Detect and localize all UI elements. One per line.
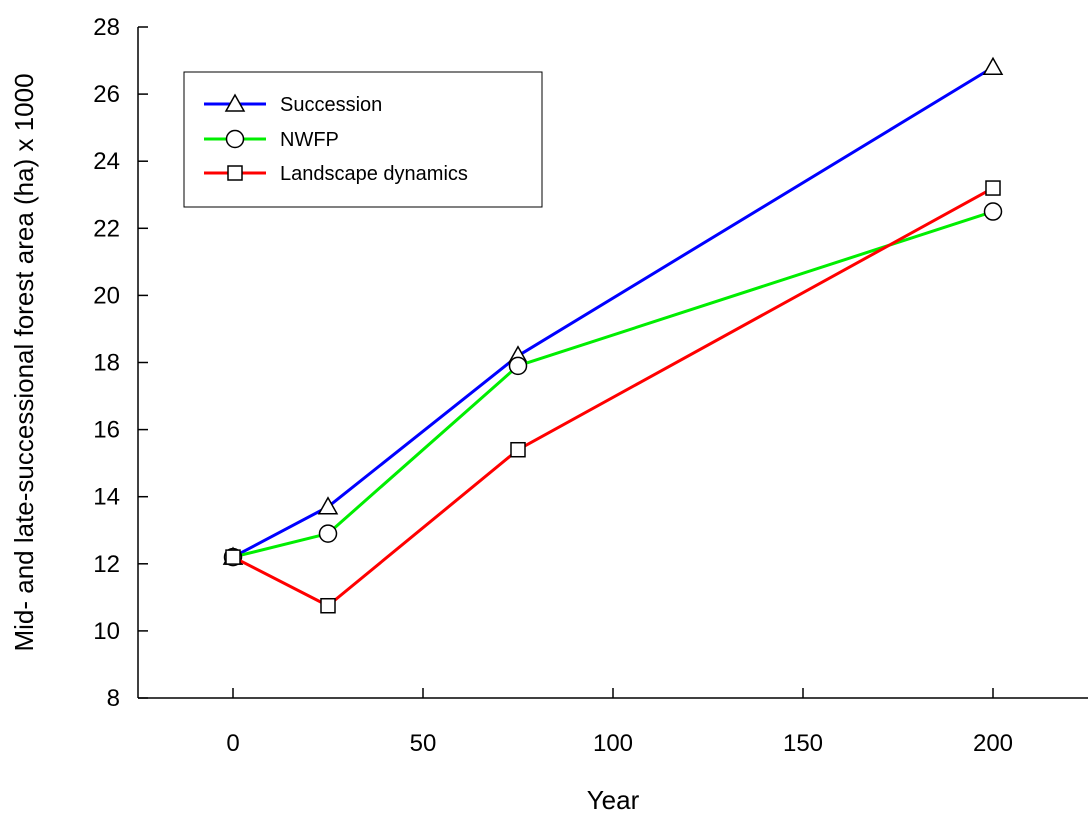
series-landscape-dynamics	[225, 180, 1001, 614]
circle-marker	[318, 524, 338, 543]
y-tick-label: 20	[93, 282, 120, 309]
y-axis-title: Mid- and late-successional forest area (…	[9, 73, 39, 651]
y-tick-label: 22	[93, 215, 120, 242]
y-tick-label: 18	[93, 350, 120, 377]
x-axis-title: Year	[587, 785, 640, 815]
x-tick-label: 0	[226, 730, 239, 757]
series-layer	[222, 56, 1004, 614]
square-marker	[510, 441, 526, 458]
triangle-marker	[317, 496, 339, 515]
triangle-marker	[224, 93, 246, 112]
y-tick-label: 8	[107, 685, 120, 712]
legend-label-nwfp: NWFP	[280, 129, 339, 151]
square-marker	[320, 597, 336, 614]
y-tick-label: 10	[93, 618, 120, 645]
y-tick-label: 14	[93, 484, 120, 511]
series-line-landscape-dynamics	[232, 186, 994, 608]
x-axis-ticks: 0 50 100 150 200	[226, 688, 1013, 757]
y-tick-label: 26	[93, 81, 120, 108]
x-tick-label: 50	[410, 730, 437, 757]
circle-marker	[983, 202, 1003, 221]
series-line-succession	[232, 65, 994, 559]
y-tick-label: 28	[93, 14, 120, 41]
y-axis-ticks: 8 10 12 14 16 18 20 22 24 26 28	[93, 14, 148, 712]
legend: Succession NWFP Landscape dynamics	[183, 71, 543, 208]
circle-marker	[508, 356, 528, 376]
y-tick-label: 12	[93, 551, 120, 578]
circle-marker	[225, 129, 245, 149]
square-marker	[225, 549, 241, 565]
legend-label-succession: Succession	[280, 94, 382, 116]
series-nwfp	[223, 202, 1003, 567]
y-tick-label: 24	[93, 148, 120, 175]
series-line-nwfp	[232, 210, 994, 559]
y-tick-label: 16	[93, 417, 120, 444]
x-tick-label: 100	[593, 730, 633, 757]
square-marker	[227, 165, 243, 181]
square-marker	[985, 180, 1001, 196]
triangle-marker	[982, 56, 1004, 76]
legend-label-landscape-dynamics: Landscape dynamics	[280, 163, 468, 185]
x-tick-label: 150	[783, 730, 823, 757]
x-tick-label: 200	[973, 730, 1013, 757]
